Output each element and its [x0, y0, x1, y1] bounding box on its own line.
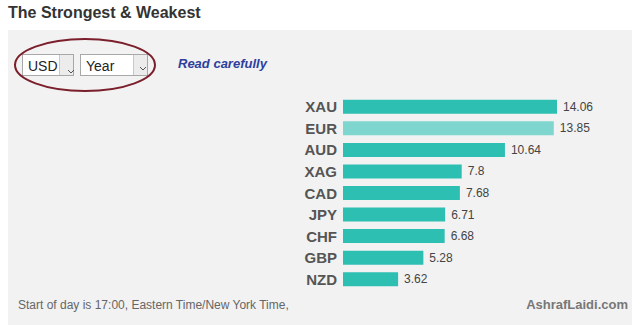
svg-text:XAU: XAU [305, 98, 337, 115]
html-text:AshrafLaidi.com: AshrafLaidi.com [526, 297, 628, 312]
svg-text:XAG: XAG [304, 163, 337, 180]
svg-text:5.28: 5.28 [429, 251, 453, 265]
svg-text:13.85: 13.85 [560, 121, 590, 135]
svg-text:10.64: 10.64 [511, 143, 541, 157]
svg-text:EUR: EUR [305, 120, 337, 137]
svg-text:7.68: 7.68 [466, 186, 490, 200]
html-text:USD: USD [28, 58, 58, 74]
svg-text:6.68: 6.68 [451, 229, 475, 243]
svg-text:GBP: GBP [304, 249, 337, 266]
svg-text:14.06: 14.06 [563, 100, 593, 114]
html-text:Start of day is 17:00, Eastern: Start of day is 17:00, Eastern Time/New … [18, 298, 289, 312]
svg-text:3.62: 3.62 [404, 272, 428, 286]
svg-text:CHF: CHF [306, 228, 337, 245]
svg-text:NZD: NZD [306, 271, 337, 288]
svg-text:AUD: AUD [305, 141, 338, 158]
svg-text:7.8: 7.8 [468, 164, 485, 178]
svg-text:CAD: CAD [305, 185, 338, 202]
html-text:The Strongest & Weakest: The Strongest & Weakest [8, 4, 201, 21]
html-text:Year: Year [86, 58, 115, 74]
svg-text:JPY: JPY [309, 206, 337, 223]
html-text:Read carefully: Read carefully [178, 56, 267, 71]
svg-text:6.71: 6.71 [451, 208, 475, 222]
